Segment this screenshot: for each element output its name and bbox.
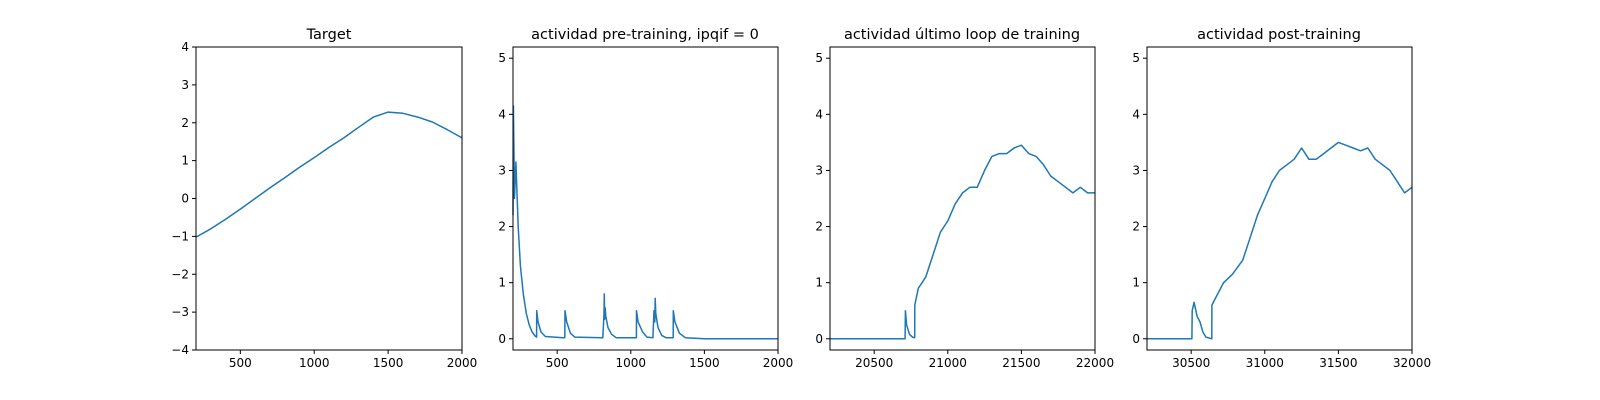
plot-area-frame (512, 46, 779, 351)
y-tick-label: −4 (171, 343, 189, 357)
x-tick-label: 2000 (447, 356, 478, 370)
y-tick-label: 1 (498, 276, 506, 290)
x-tick-label: 2000 (763, 356, 794, 370)
x-tick-label: 21000 (929, 356, 967, 370)
chart-panel-target: Target 500 1000 1500 2000 −4 −3 −2 −1 0 1 2 3 4 (171, 27, 477, 370)
x-tick-label: 1500 (689, 356, 720, 370)
y-tick-label: −1 (171, 229, 189, 243)
x-tick-label: 500 (229, 356, 252, 370)
plot-area-frame (1146, 46, 1413, 351)
chart-panel-pre-training: actividad pre-training, ipqif = 0 500 100… (498, 27, 793, 370)
x-tick-label: 1500 (373, 356, 404, 370)
y-tick-label: 5 (1132, 51, 1140, 65)
x-tick-label: 21500 (1002, 356, 1040, 370)
chart-title: actividad post-training (1197, 27, 1361, 43)
y-tick-label: 3 (815, 163, 823, 177)
y-tick-label: 3 (1132, 163, 1140, 177)
series-line (1147, 141, 1413, 340)
y-tick-label: 5 (498, 51, 506, 65)
y-tick-label: 1 (815, 276, 823, 290)
y-tick-label: 0 (181, 192, 189, 206)
x-tick-label: 32000 (1393, 356, 1431, 370)
y-tick-label: 1 (1132, 276, 1140, 290)
x-tick-label: 31000 (1246, 356, 1284, 370)
plot-area-frame (195, 46, 463, 351)
chart-title: actividad último loop de training (844, 27, 1080, 43)
y-tick-label: 4 (1132, 107, 1140, 121)
chart-panel-last-training-loop: actividad último loop de training 20500 2… (815, 27, 1114, 370)
chart-title: Target (306, 27, 352, 43)
y-tick-label: 4 (498, 107, 506, 121)
series-line (512, 105, 778, 340)
x-tick-label: 30500 (1172, 356, 1210, 370)
series-line (830, 144, 1095, 340)
x-tick-label: 1000 (299, 356, 330, 370)
chart-panel-post-training: actividad post-training 30500 31000 31500 3… (1132, 27, 1431, 370)
series-line (195, 111, 463, 238)
y-tick-label: 2 (498, 220, 506, 234)
chart-title: actividad pre-training, ipqif = 0 (531, 27, 759, 43)
y-tick-label: −2 (171, 267, 189, 281)
y-tick-label: −3 (171, 305, 189, 319)
y-tick-label: 3 (181, 78, 189, 92)
x-tick-label: 1000 (616, 356, 647, 370)
plot-area-frame (829, 46, 1096, 351)
x-tick-label: 20500 (855, 356, 893, 370)
y-tick-label: 0 (815, 332, 823, 346)
y-tick-label: 5 (815, 51, 823, 65)
x-tick-label: 22000 (1076, 356, 1114, 370)
y-tick-label: 2 (815, 220, 823, 234)
y-tick-label: 2 (1132, 220, 1140, 234)
y-tick-label: 3 (498, 163, 506, 177)
x-tick-label: 500 (546, 356, 569, 370)
y-tick-label: 4 (815, 107, 823, 121)
y-tick-label: 4 (181, 40, 189, 54)
y-tick-label: 0 (498, 332, 506, 346)
y-tick-label: 2 (181, 116, 189, 130)
x-tick-label: 31500 (1319, 356, 1357, 370)
y-tick-label: 1 (181, 154, 189, 168)
y-tick-label: 0 (1132, 332, 1140, 346)
